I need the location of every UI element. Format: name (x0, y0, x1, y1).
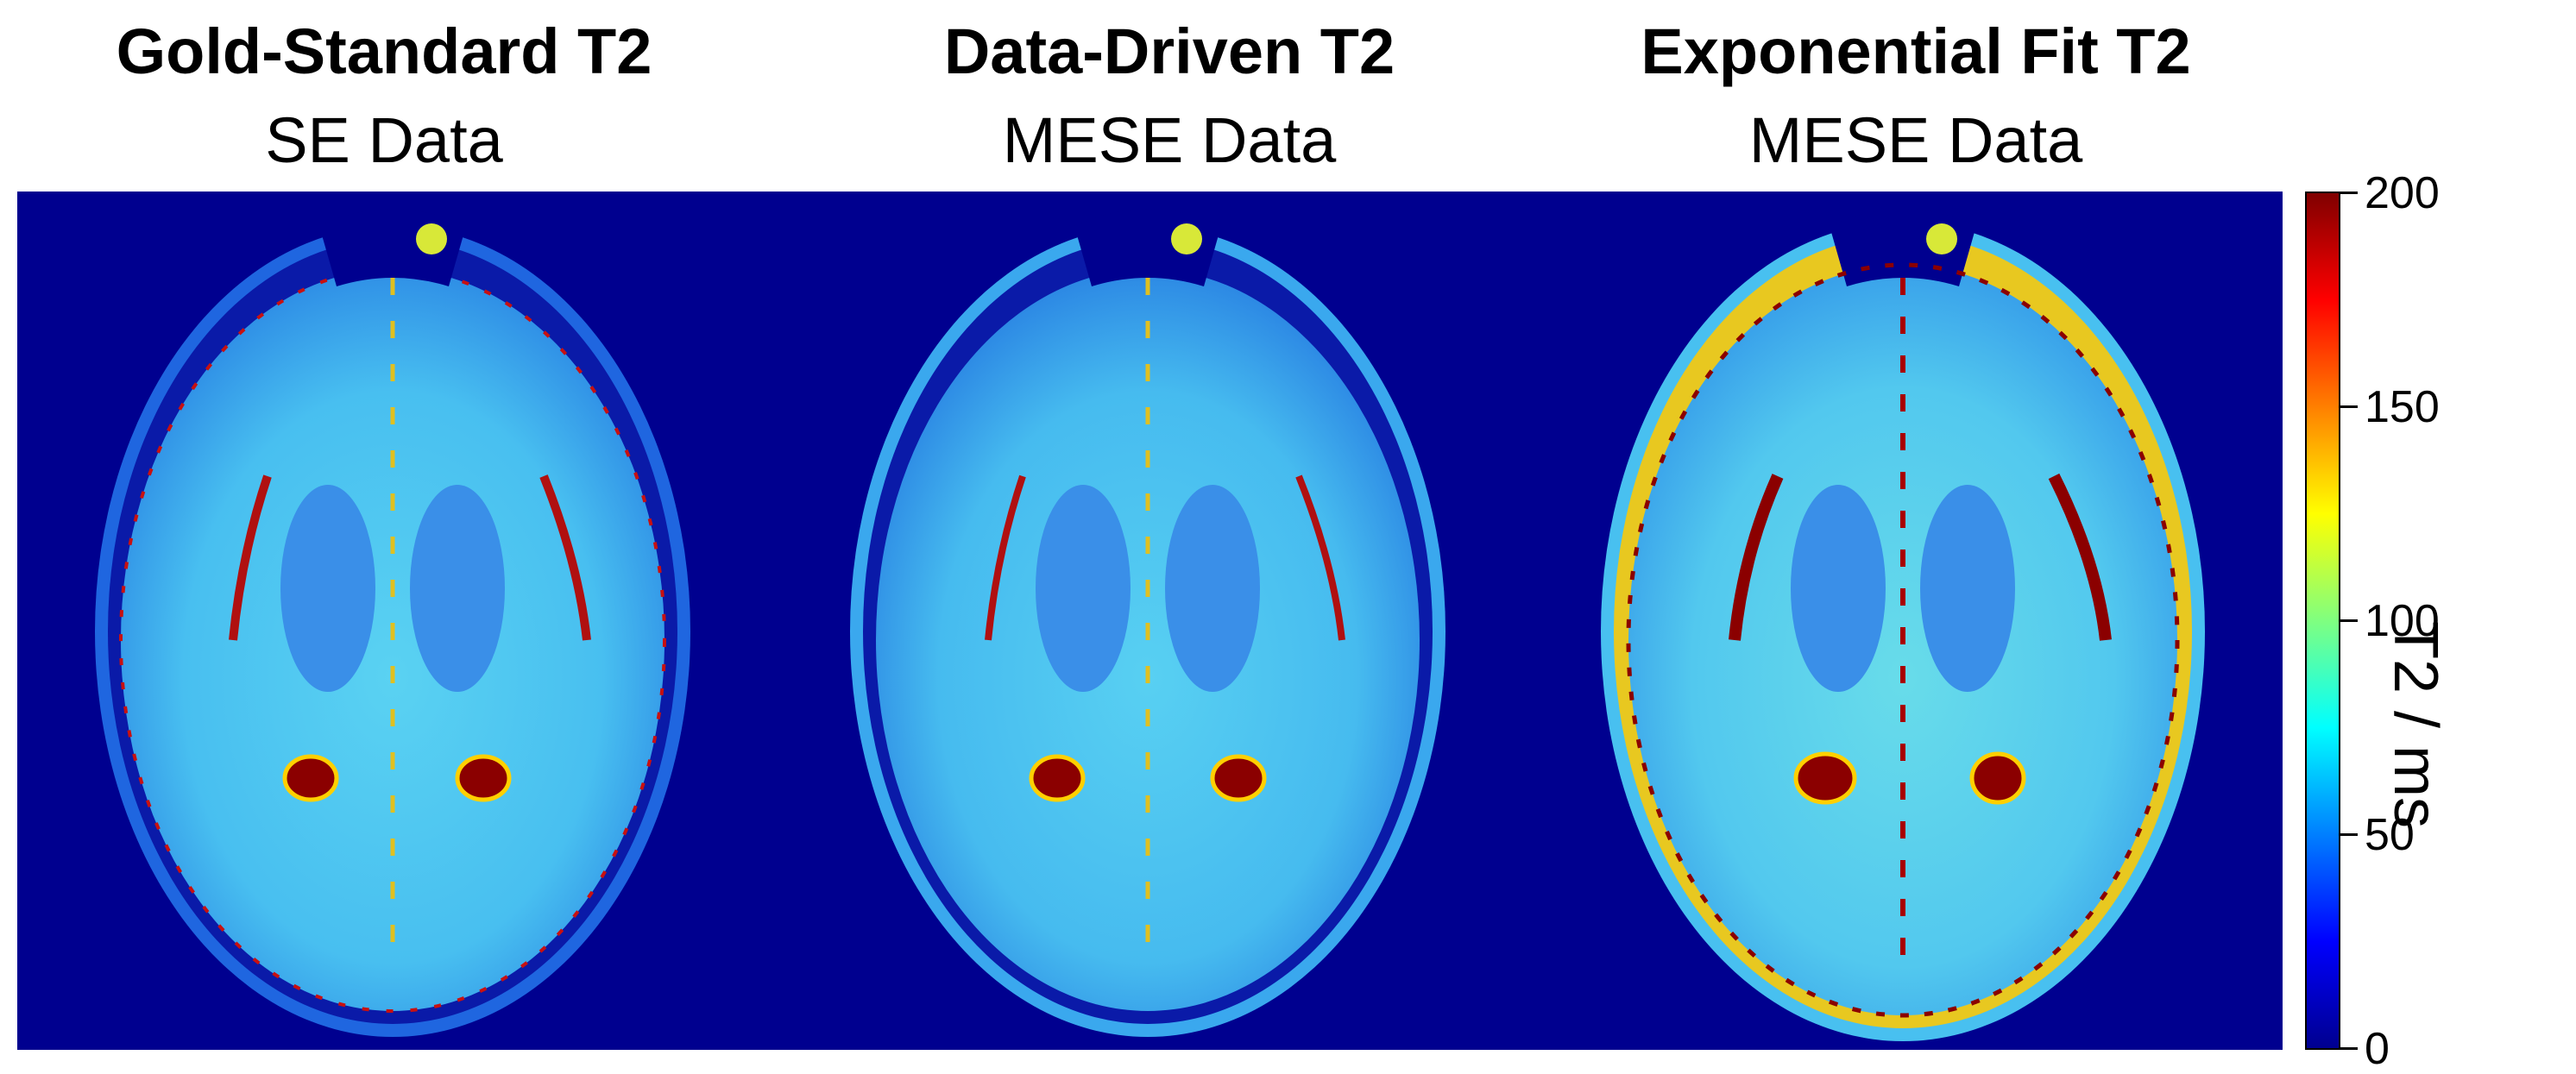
panel-2-title: Data-Driven T2 (943, 16, 1395, 87)
colorbar-tick-label: 50 (2365, 810, 2415, 860)
brain-map-1 (95, 209, 690, 1037)
colorbar-tick-label: 150 (2365, 382, 2440, 432)
panel-1-subtitle: SE Data (265, 104, 503, 176)
colorbar (2305, 192, 2340, 1050)
panel-2-subtitle: MESE Data (1002, 104, 1337, 176)
gold-standard-t2-map (17, 192, 772, 1050)
exponential-fit-t2-map (1527, 192, 2283, 1050)
colorbar-tick (2340, 833, 2358, 836)
colorbar-tick-label: 100 (2365, 596, 2440, 646)
colorbar-tick (2340, 1047, 2358, 1050)
t2-map-image-strip (17, 192, 2283, 1050)
brain-map-3 (1601, 209, 2205, 1041)
colorbar-tick (2340, 192, 2358, 194)
colorbar-label: T2 / ms (2381, 621, 2450, 829)
brain-map-2 (850, 209, 1445, 1037)
colorbar-tick-label: 200 (2365, 168, 2440, 218)
colorbar-tick-label: 0 (2365, 1024, 2390, 1074)
panel-3-title: Exponential Fit T2 (1641, 16, 2191, 87)
panel-3-subtitle: MESE Data (1748, 104, 2083, 176)
colorbar-tick (2340, 619, 2358, 622)
data-driven-t2-map (772, 192, 1527, 1050)
panel-1-title: Gold-Standard T2 (116, 16, 652, 87)
colorbar-tick (2340, 405, 2358, 408)
